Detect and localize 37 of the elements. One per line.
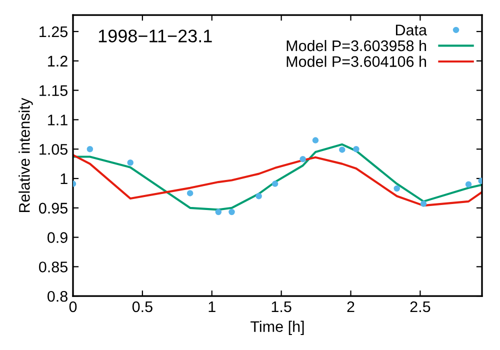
y-tick-label: 1.05 bbox=[40, 144, 68, 155]
point bbox=[228, 208, 235, 216]
point bbox=[312, 137, 319, 144]
point bbox=[256, 193, 262, 200]
point bbox=[353, 146, 360, 152]
y-tick-label: 1.1 bbox=[48, 114, 68, 126]
annotation: 1998−11−23.1 bbox=[98, 30, 212, 42]
x-tick-label: 0 bbox=[69, 301, 77, 312]
point bbox=[300, 156, 306, 162]
point bbox=[394, 185, 400, 192]
y-tick-label: 0.85 bbox=[39, 262, 68, 272]
y-tick-label: 0.9 bbox=[48, 232, 68, 243]
point bbox=[272, 180, 278, 187]
point bbox=[127, 160, 134, 166]
y-tick-label: 0.95 bbox=[39, 202, 68, 214]
y-tick-label: 0.8 bbox=[48, 290, 68, 302]
legend-label: Data bbox=[396, 24, 427, 36]
y-tick-label: 1.15 bbox=[40, 85, 68, 96]
legend-label: Model P=3.603958 h bbox=[286, 40, 426, 52]
point bbox=[339, 146, 346, 153]
x-tick-label: 2 bbox=[347, 301, 354, 312]
y-axis-title: Relative intensity bbox=[18, 98, 33, 212]
y-tick-label: 1.25 bbox=[40, 26, 68, 38]
point bbox=[186, 190, 194, 196]
point bbox=[465, 181, 472, 188]
point bbox=[86, 146, 94, 152]
y-tick-label: 1 bbox=[60, 174, 68, 184]
x-tick-label: 1 bbox=[208, 302, 216, 312]
y-tick-label: 1.2 bbox=[48, 56, 68, 66]
point bbox=[420, 200, 427, 207]
x-tick-label: 1.5 bbox=[272, 302, 292, 312]
x-tick-label: 2.5 bbox=[410, 301, 430, 312]
point bbox=[215, 208, 222, 216]
line-series bbox=[73, 154, 482, 207]
x-tick-label: 0.5 bbox=[132, 301, 152, 312]
x-axis-title: Time [h] bbox=[250, 320, 304, 335]
legend-label: Model P=3.604106 h bbox=[286, 56, 426, 67]
